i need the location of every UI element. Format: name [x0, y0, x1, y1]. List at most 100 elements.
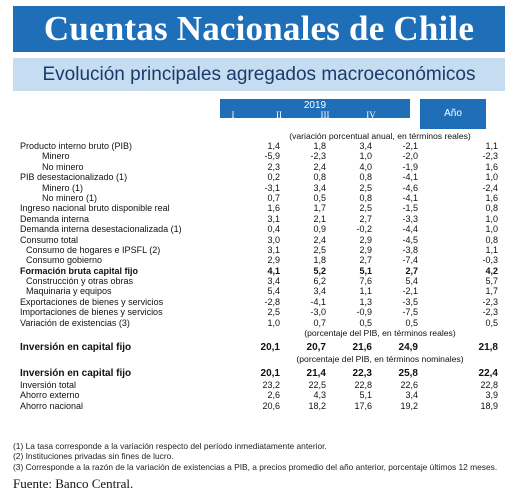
row-label: Consumo total [20, 234, 79, 245]
row-value: 3,4 [359, 141, 372, 151]
row-value: -0,9 [356, 307, 372, 318]
row-label: Ingreso nacional bruto disponible real [20, 203, 170, 214]
row-value: 3,0 [267, 234, 280, 245]
row-value: 19,2 [400, 400, 418, 411]
row-value: 22,8 [354, 380, 372, 391]
row-value: 22,3 [352, 368, 372, 380]
table-row: Variación de existencias (3) 1,0 0,7 0,5 0,5… [20, 318, 500, 328]
table-row: Producto interno bruto (PIB) 1,4 1,8 3,4 -2,… [20, 141, 500, 151]
row-value: -7,5 [402, 307, 418, 318]
row-value: 4,1 [267, 265, 280, 276]
row-value: 0,5 [405, 317, 418, 328]
row-value: -2,4 [482, 182, 498, 193]
row-value: 2,7 [405, 265, 418, 276]
row-value: -0,2 [356, 224, 372, 235]
row-value: 0,2 [267, 172, 280, 183]
row-value: 1,7 [485, 286, 498, 297]
row-value: 0,7 [313, 317, 326, 328]
row-label: Exportaciones de bienes y servicios [20, 296, 164, 307]
row-value: 3,4 [267, 276, 280, 287]
row-value: 2,7 [359, 213, 372, 224]
row-label: Demanda interna [20, 213, 90, 224]
footnote: (1) La tasa corresponde a la variación r… [13, 441, 327, 451]
table-row: Formación bruta capital fijo 4,1 5,2 5,1 2,7… [20, 266, 500, 276]
table-row: Construcción y otras obras 3,4 6,2 7,6 5,4 5,… [20, 276, 500, 286]
row-value: 0,8 [313, 172, 326, 183]
row-value: 22,8 [480, 380, 498, 391]
table-row: Consumo gobierno 2,9 1,8 2,7 -7,4 -0,3 [20, 255, 500, 265]
table-row: No minero (1) 0,7 0,5 0,8 -4,1 1,6 [20, 193, 500, 203]
row-value: 2,9 [359, 244, 372, 255]
row-value: -1,9 [402, 161, 418, 172]
row-label: Inversión total [20, 380, 77, 391]
row-value: 5,4 [267, 286, 280, 297]
row-value: 1,8 [313, 255, 326, 266]
row-value: 7,6 [359, 276, 372, 287]
row-value: -2,3 [310, 151, 326, 162]
row-value: -2,3 [482, 151, 498, 162]
row-value: 2,9 [267, 255, 280, 266]
row-label: Minero (1) [42, 182, 84, 193]
table-row: Exportaciones de bienes y servicios -2,8 -… [20, 297, 500, 307]
row-value: -4,6 [402, 182, 418, 193]
row-value: 0,7 [267, 192, 280, 203]
row-value: 20,1 [260, 368, 280, 380]
table-row: No minero 2,3 2,4 4,0 -1,9 1,6 [20, 162, 500, 172]
row-value: 1,0 [267, 317, 280, 328]
row-value: 1,0 [485, 172, 498, 183]
row-value: -4,5 [402, 234, 418, 245]
row-value: 1,1 [359, 286, 372, 297]
row-value: 2,7 [359, 255, 372, 266]
row-label: Inversión en capital fijo [20, 342, 132, 354]
row-value: -2,3 [482, 307, 498, 318]
row-label: Variación de existencias (3) [20, 317, 130, 328]
table-row: Ingreso nacional bruto disponible real 1,… [20, 203, 500, 213]
row-value: 1,0 [359, 151, 372, 162]
row-value: 1,6 [485, 192, 498, 203]
quarter-label: IV [366, 110, 376, 120]
row-value: 0,5 [313, 192, 326, 203]
row-value: -0,3 [482, 255, 498, 266]
row-value: -3,0 [310, 307, 326, 318]
row-value: -2,1 [402, 141, 418, 151]
row-label: Consumo de hogares e IPSFL (2) [26, 244, 161, 255]
table-row: Minero (1) -3,1 3,4 2,5 -4,6 -2,4 [20, 183, 500, 193]
row-value: 1,1 [485, 244, 498, 255]
table-row: Inversión en capital fijo 20,1 21,4 22,3 25,… [20, 367, 500, 380]
row-value: 0,8 [359, 172, 372, 183]
row-value: 0,5 [485, 317, 498, 328]
row-value: -4,1 [402, 192, 418, 203]
row-value: 2,5 [267, 307, 280, 318]
row-value: 5,7 [485, 276, 498, 287]
row-value: 3,4 [313, 286, 326, 297]
row-label: Inversión en capital fijo [20, 368, 132, 380]
table-row: Demanda interna 3,1 2,1 2,7 -3,3 1,0 [20, 214, 500, 224]
row-value: 24,9 [398, 342, 418, 354]
row-value: 23,2 [262, 380, 280, 391]
row-value: -3,3 [402, 213, 418, 224]
row-value: 3,4 [405, 390, 418, 401]
table-row: PIB desestacionalizado (1) 0,2 0,8 0,8 -4,1 1… [20, 172, 500, 182]
row-value: 1,6 [485, 161, 498, 172]
year-label: 2019 [303, 100, 327, 111]
table-row: Inversión total 23,2 22,5 22,8 22,6 22,8 [20, 380, 500, 390]
source-note: Fuente: Banco Central. [13, 476, 134, 491]
row-value: -2,1 [402, 286, 418, 297]
row-label: No minero (1) [42, 192, 98, 203]
row-value: 3,9 [485, 390, 498, 401]
row-value: -1,5 [402, 203, 418, 214]
row-value: 5,1 [359, 265, 372, 276]
row-value: 5,2 [313, 265, 326, 276]
row-value: 2,4 [313, 161, 326, 172]
row-value: -3,1 [264, 182, 280, 193]
row-value: 25,8 [398, 368, 418, 380]
row-value: 0,4 [267, 224, 280, 235]
row-value: -3,5 [402, 296, 418, 307]
row-value: 0,8 [359, 192, 372, 203]
section-note: (porcentaje del PIB, en términos nominal… [296, 354, 464, 365]
row-value: 0,9 [313, 224, 326, 235]
row-value: 3,1 [267, 213, 280, 224]
row-value: 2,1 [313, 213, 326, 224]
row-value: 1,8 [313, 141, 326, 151]
footnote: (2) Instituciones privadas sin fines de … [13, 451, 174, 462]
